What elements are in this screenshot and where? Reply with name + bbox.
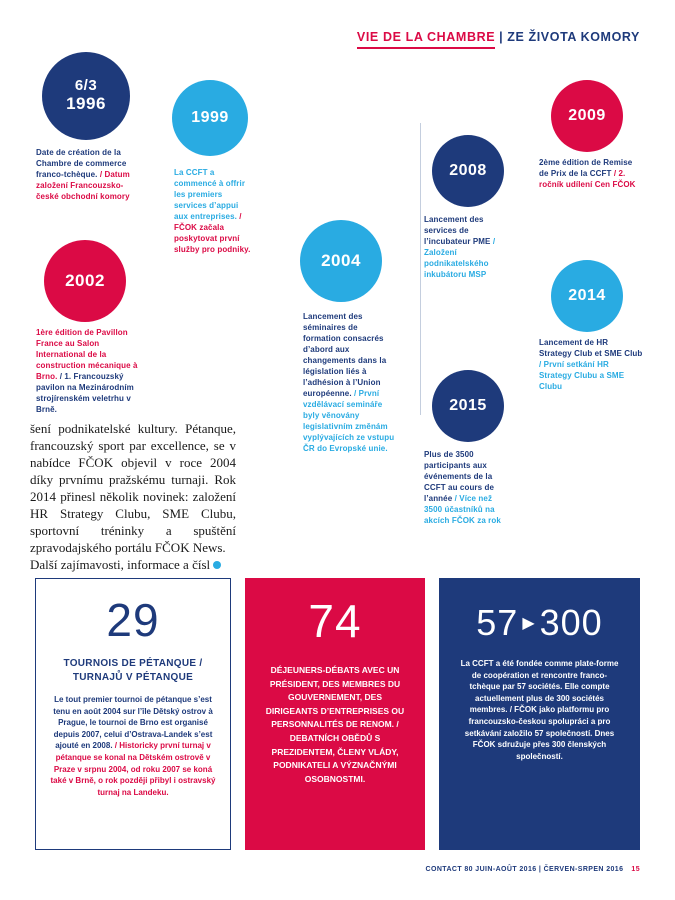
article-text: šení podnikatelské kultury. Pétanque, fr…	[30, 420, 236, 573]
caption-cz: / 1. Francouzský pavilon na Mezinárodním…	[36, 372, 134, 415]
timeline-circle-2004: 2004	[300, 220, 382, 302]
stat-number-dejeuners: 74	[308, 595, 362, 647]
timeline-caption-2015: Plus de 3500 participants aux événements…	[424, 449, 512, 526]
timeline-circle-2008: 2008	[432, 135, 504, 207]
timeline-circle-2002: 2002	[44, 240, 126, 322]
event-year: 2014	[568, 287, 606, 305]
timeline-caption-2009: 2ème édition de Remise de Prix de la CCF…	[539, 157, 639, 190]
caption-cz: / Založení podnikatelského inkubátoru MS…	[424, 237, 496, 280]
event-year: 2008	[449, 162, 487, 180]
timeline-caption-2004: Lancement des séminaires de formation co…	[303, 311, 397, 454]
stat-text-fr: DÉJEUNERS-DÉBATS AVEC UN PRÉSIDENT, DES …	[265, 665, 405, 730]
caption-fr: 1ère édition de Pavillon France au Salon…	[36, 328, 138, 382]
event-year: 2015	[449, 397, 487, 415]
stat-title-cz: TURNAJŮ V PÉTANQUE	[72, 671, 194, 683]
caption-fr: Date de création de la Chambre de commer…	[36, 148, 127, 180]
stat-text-fr: La CCFT a été fondée comme plate-forme d…	[460, 659, 619, 715]
caption-fr: Lancement de HR Strategy Club et SME Clu…	[539, 338, 643, 359]
section-title-cz: ZE ŽIVOTA KOMORY	[507, 30, 640, 44]
stat-text-membres: La CCFT a été fondée comme plate-forme d…	[457, 658, 622, 762]
timeline-circle-1996: 6/3 1996	[42, 52, 130, 140]
timeline-circle-2009: 2009	[551, 80, 623, 152]
page-footer: CONTACT 80 JUIN-AOÛT 2016 | ČERVEN-SRPEN…	[426, 866, 640, 873]
timeline-caption-2014: Lancement de HR Strategy Club et SME Clu…	[539, 337, 643, 392]
caption-fr: Plus de 3500 participants aux événements…	[424, 450, 495, 504]
event-year: 2004	[321, 250, 361, 270]
timeline-circle-2014: 2014	[551, 260, 623, 332]
stat-title-fr: TOURNOIS DE PÉTANQUE /	[63, 658, 203, 669]
event-year: 2009	[568, 107, 606, 125]
footer-issue-text: CONTACT 80 JUIN-AOÛT 2016 | ČERVEN-SRPEN…	[425, 866, 624, 873]
caption-cz: / FČOK začala poskytovat první služby pr…	[174, 212, 251, 255]
timeline-caption-1999: La CCFT a commencé à offrir les premiers…	[174, 167, 252, 255]
stat-text-fr: Le tout premier tournoi de pétanque s’es…	[53, 695, 213, 751]
timeline-axis-line	[420, 123, 421, 415]
stat-box-dejeuners: 74 DÉJEUNERS-DÉBATS AVEC UN PRÉSIDENT, D…	[245, 578, 425, 850]
caption-fr: 2ème édition de Remise de Prix de la CCF…	[539, 158, 633, 179]
caption-cz: / Datum založení Francouzsko-české obcho…	[36, 170, 130, 202]
section-title-fr: VIE DE LA CHAMBRE	[356, 30, 496, 49]
caption-cz: / První vzdělávací semináře byly věnován…	[303, 389, 395, 454]
footer-page-number: 15	[631, 866, 640, 873]
stat-number-petanque: 29	[106, 594, 160, 646]
caption-cz: / První setkání HR Strategy Clubu a SME …	[539, 360, 625, 392]
stat-number-to: 300	[539, 602, 603, 643]
timeline-circle-2015: 2015	[432, 370, 504, 442]
stat-text-petanque: Le tout premier tournoi de pétanque s’es…	[49, 694, 217, 798]
stat-box-membres: 57 ▶ 300 La CCFT a été fondée comme plat…	[439, 578, 640, 850]
timeline-caption-2008: Lancement des services de l’incubateur P…	[424, 214, 512, 280]
timeline-caption-1996: Date de création de la Chambre de commer…	[36, 147, 136, 202]
continuation-marker-icon	[213, 561, 222, 569]
stat-title-petanque: TOURNOIS DE PÉTANQUE / TURNAJŮ V PÉTANQU…	[36, 657, 230, 684]
caption-fr: La CCFT a commencé à offrir les premiers…	[174, 168, 246, 222]
article-last-line: Další zajímavosti, informace a čísl	[30, 557, 211, 572]
event-year: 1996	[66, 93, 106, 113]
article-paragraph: šení podnikatelské kultury. Pétanque, fr…	[30, 421, 236, 555]
timeline-circle-1999: 1999	[172, 80, 248, 156]
page-header: VIE DE LA CHAMBRE | ZE ŽIVOTA KOMORY	[356, 30, 640, 49]
caption-cz: / 2. ročník udílení Cen FČOK	[539, 169, 636, 190]
caption-fr: Lancement des séminaires de formation co…	[303, 312, 387, 399]
stat-number-from: 57	[476, 602, 519, 643]
stat-text-cz: / FČOK jako platformu pro francouzsko-če…	[464, 705, 615, 761]
stat-box-petanque: 29 TOURNOIS DE PÉTANQUE / TURNAJŮ V PÉTA…	[35, 578, 231, 850]
stat-text-cz: / Historicky první turnaj v pétanque se …	[50, 741, 216, 797]
stat-text-cz: / DEBATNÍCH OBĚDŮ S PREZIDENTEM, ČLENY V…	[271, 719, 399, 784]
stat-number-membres: 57 ▶ 300	[439, 602, 640, 644]
event-year: 2002	[65, 270, 105, 290]
event-year: 1999	[191, 109, 229, 127]
section-title-divider: |	[499, 30, 504, 44]
caption-fr: Lancement des services de l’incubateur P…	[424, 215, 491, 247]
event-day-month: 6/3	[74, 77, 98, 95]
caption-cz: / Více než 3500 účastníků na akcích FČOK…	[424, 494, 501, 526]
arrow-right-icon: ▶	[522, 615, 536, 632]
stat-text-dejeuners: DÉJEUNERS-DÉBATS AVEC UN PRÉSIDENT, DES …	[261, 664, 409, 786]
timeline-caption-2002: 1ère édition de Pavillon France au Salon…	[36, 327, 146, 415]
